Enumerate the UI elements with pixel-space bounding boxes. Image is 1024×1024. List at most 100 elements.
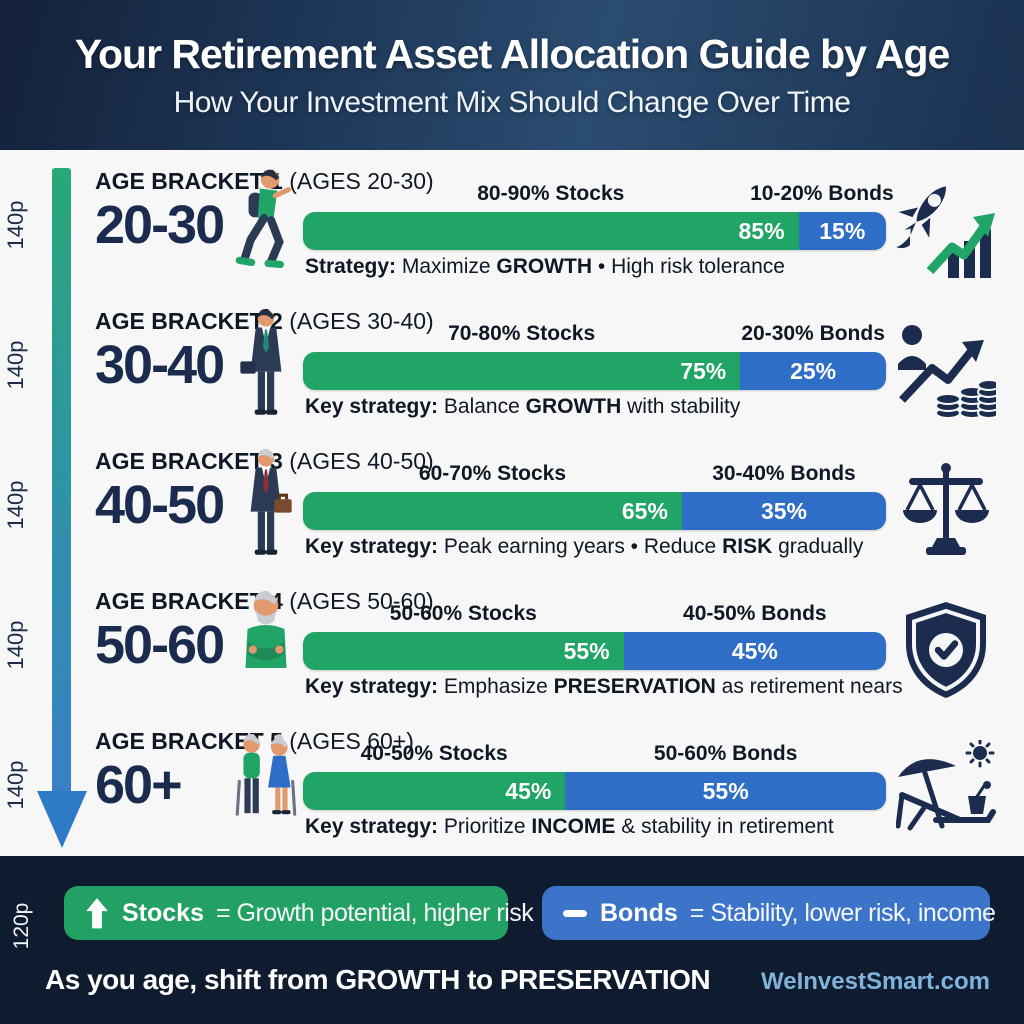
bar-range-labels: 40-50% Stocks 50-60% Bonds <box>303 742 886 768</box>
age-range-text: 50-60 <box>95 615 225 675</box>
bracket-label-bold: AGE BRACKET 4 <box>95 588 283 614</box>
bonds-range-label: 50-60% Bonds <box>653 742 798 765</box>
age-range-text: 30-40 <box>95 335 225 395</box>
bonds-range-label: 10-20% Bonds <box>750 182 894 205</box>
up-arrow-icon <box>84 897 110 929</box>
page-subtitle: How Your Investment Mix Should Change Ov… <box>173 85 851 119</box>
stocks-range-label: 60-70% Stocks <box>418 462 567 485</box>
bracket-label-paren: (AGES 60+) <box>282 728 414 754</box>
bar-range-labels: 50-60% Stocks 40-50% Bonds <box>303 602 886 628</box>
stocks-bar-segment: 65% <box>303 492 682 530</box>
bonds-bar-segment: 55% <box>565 772 886 810</box>
strategy-text: Key strategy: Prioritize INCOME & stabil… <box>305 815 834 838</box>
bracket-label-bold: AGE BRACKET 1 <box>95 168 283 194</box>
bonds-bar-segment: 25% <box>740 352 886 390</box>
bonds-percent-value: 25% <box>790 357 837 384</box>
bonds-legend-pill: Bonds = Stability, lower risk, income <box>542 886 996 940</box>
bonds-percent-value: 45% <box>731 637 778 664</box>
row-height-annotation: 140p <box>3 200 28 250</box>
stocks-percent-value: 75% <box>680 357 727 384</box>
age-range-text: 60+ <box>95 755 183 815</box>
bracket-label: AGE BRACKET 1 (AGES 20-30) <box>95 168 434 195</box>
stocks-legend-term: Stocks <box>122 898 204 927</box>
bar-range-labels: 60-70% Stocks 30-40% Bonds <box>303 462 886 488</box>
bracket-label: AGE BRACKET 4 (AGES 50-60) <box>95 588 434 615</box>
footer: As you age, shift from GROWTH to PRESERV… <box>0 956 1024 1006</box>
bracket-label-paren: (AGES 30-40) <box>282 308 434 334</box>
strategy-text: Strategy: Maximize GROWTH • High risk to… <box>305 255 785 278</box>
strategy-text: Key strategy: Emphasize PRESERVATION as … <box>305 675 903 698</box>
row-height-annotation: 140p <box>3 480 28 530</box>
stocks-range-label: 80-90% Stocks <box>477 182 625 205</box>
stocks-range-label: 70-80% Stocks <box>448 322 596 345</box>
stocks-bar-segment: 45% <box>303 772 566 810</box>
bracket-label-bold: AGE BRACKET 3 <box>95 448 283 474</box>
bonds-percent-value: 35% <box>760 497 807 524</box>
stocks-legend-definition: = Growth potential, higher risk <box>215 898 534 927</box>
shield-check-icon <box>896 600 996 700</box>
beach-retirement-icon <box>895 738 996 840</box>
bonds-percent-value: 15% <box>819 217 866 244</box>
timeline-arrow-head-icon <box>37 791 87 848</box>
strategy-text: Key strategy: Balance GROWTH with stabil… <box>305 395 741 418</box>
age-range-text: 20-30 <box>95 195 225 255</box>
website-link[interactable]: WeInvestSmart.com <box>761 968 990 995</box>
timeline-arrow-shaft <box>52 168 71 793</box>
bracket-label-paren: (AGES 50-60) <box>282 588 434 614</box>
balance-scale-icon <box>896 460 996 560</box>
age-bracket-row: 140p AGE BRACKET 1 (AGES 20-30) 20-30 80… <box>0 154 1024 294</box>
stocks-legend-pill: Stocks = Growth potential, higher risk <box>64 886 534 940</box>
strategy-text: Key strategy: Peak earning years • Reduc… <box>305 535 864 558</box>
investor-coins-icon <box>896 320 1001 420</box>
bonds-bar-segment: 35% <box>681 492 886 530</box>
elderly-couple-icon <box>235 728 297 846</box>
stocks-bar-segment: 85% <box>303 212 799 250</box>
allocation-bar: 85% 15% <box>303 212 886 250</box>
bracket-label-bold: AGE BRACKET 2 <box>95 308 283 334</box>
stocks-percent-value: 85% <box>738 217 785 244</box>
older-businessman-icon <box>235 448 297 566</box>
stocks-range-label: 40-50% Stocks <box>360 742 508 765</box>
row-height-annotation: 140p <box>3 340 28 390</box>
age-bracket-row: 140p AGE BRACKET 4 (AGES 50-60) 50-60 50… <box>0 574 1024 714</box>
row-height-annotation: 140p <box>3 760 28 810</box>
stocks-bar-segment: 75% <box>303 352 741 390</box>
allocation-bar: 55% 45% <box>303 632 886 670</box>
rocket-growth-icon <box>896 180 996 280</box>
bracket-label-paren: (AGES 20-30) <box>282 168 434 194</box>
bonds-range-label: 20-30% Bonds <box>741 322 885 345</box>
bonds-range-label: 30-40% Bonds <box>712 462 856 485</box>
bonds-range-label: 40-50% Bonds <box>683 602 827 625</box>
stocks-percent-value: 55% <box>563 637 610 664</box>
allocation-bar: 75% 25% <box>303 352 886 390</box>
dash-icon <box>562 898 588 928</box>
footer-tagline: As you age, shift from GROWTH to PRESERV… <box>45 964 711 995</box>
page-title: Your Retirement Asset Allocation Guide b… <box>74 30 951 77</box>
businessman-icon <box>235 308 297 426</box>
young-walker-icon <box>235 168 297 286</box>
age-bracket-row: 140p AGE BRACKET 5 (AGES 60+) 60+ 40-50%… <box>0 714 1024 854</box>
bonds-bar-segment: 45% <box>623 632 886 670</box>
bracket-label: AGE BRACKET 5 (AGES 60+) <box>95 728 414 755</box>
bar-range-labels: 80-90% Stocks 10-20% Bonds <box>303 182 893 208</box>
legend-height-annotation: 120p <box>10 902 33 950</box>
stocks-percent-value: 65% <box>621 497 668 524</box>
stocks-bar-segment: 55% <box>303 632 624 670</box>
allocation-bar: 65% 35% <box>303 492 886 530</box>
age-bracket-row: 140p AGE BRACKET 3 (AGES 40-50) 40-50 60… <box>0 434 1024 574</box>
allocation-bar: 45% 55% <box>303 772 886 810</box>
row-height-annotation: 140p <box>3 620 28 670</box>
header: Your Retirement Asset Allocation Guide b… <box>0 0 1024 150</box>
stocks-range-label: 50-60% Stocks <box>389 602 537 625</box>
age-bracket-row: 140p AGE BRACKET 2 (AGES 30-40) 30-40 70… <box>0 294 1024 434</box>
bonds-percent-value: 55% <box>702 777 749 804</box>
legend-footer-section: 120p Stocks = Growth potential, higher r… <box>0 856 1024 1024</box>
stocks-percent-value: 45% <box>505 777 552 804</box>
bracket-label-paren: (AGES 40-50) <box>282 448 434 474</box>
bracket-label: AGE BRACKET 2 (AGES 30-40) <box>95 308 434 335</box>
age-range-text: 40-50 <box>95 475 225 535</box>
bonds-legend-term: Bonds <box>600 898 678 927</box>
senior-crossed-arms-icon <box>235 588 297 706</box>
bracket-label: AGE BRACKET 3 (AGES 40-50) <box>95 448 434 475</box>
